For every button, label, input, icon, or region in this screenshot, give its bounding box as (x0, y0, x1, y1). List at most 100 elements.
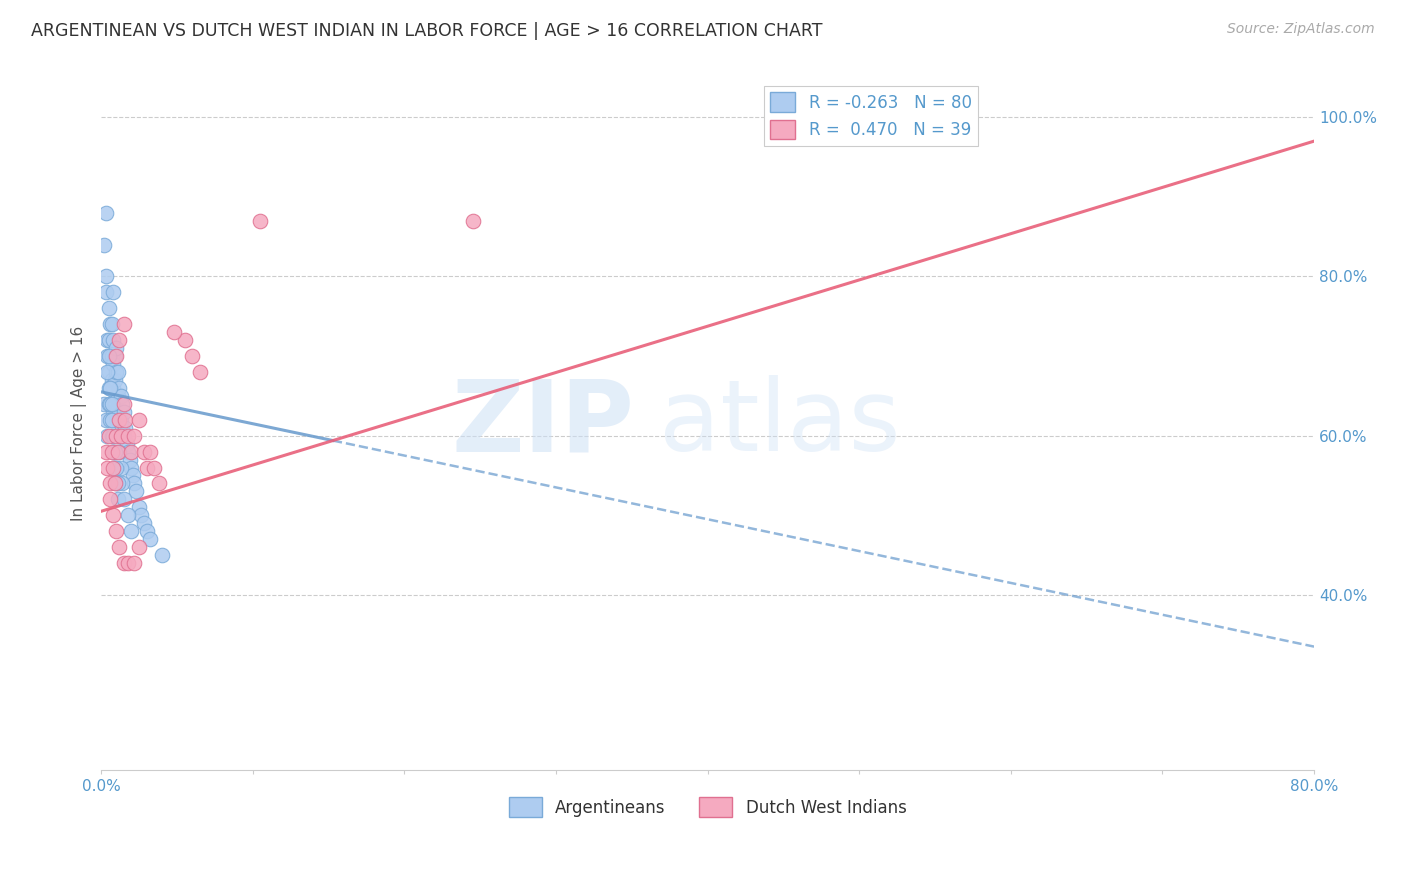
Point (105, 413, 128, 427)
Point (103, 333, 125, 347)
Point (138, 532, 160, 546)
Point (96, 428, 118, 442)
Legend: Argentineans, Dutch West Indians: Argentineans, Dutch West Indians (502, 790, 914, 824)
Point (103, 405, 125, 419)
Point (124, 556, 146, 570)
Point (103, 381, 125, 395)
Point (107, 444, 129, 458)
Point (120, 460, 142, 475)
Point (148, 476, 170, 491)
Point (105, 428, 128, 442)
Point (108, 428, 131, 442)
Point (112, 317, 135, 331)
Point (103, 357, 125, 371)
Point (120, 524, 142, 538)
Text: atlas: atlas (659, 376, 901, 472)
Point (128, 540, 150, 554)
Point (100, 317, 122, 331)
Point (110, 389, 132, 403)
Point (94, 206, 117, 220)
Point (249, 213, 271, 227)
Point (108, 413, 131, 427)
Point (112, 405, 135, 419)
Point (118, 452, 141, 467)
Point (97, 301, 120, 316)
Point (110, 428, 132, 442)
Point (110, 460, 132, 475)
Point (98, 413, 121, 427)
Point (188, 365, 211, 379)
Point (163, 325, 186, 339)
Point (104, 460, 127, 475)
Point (115, 436, 138, 450)
Point (129, 508, 152, 523)
Point (105, 460, 128, 475)
Point (104, 444, 127, 458)
Point (110, 413, 132, 427)
Point (105, 341, 128, 355)
Point (100, 428, 122, 442)
Point (108, 405, 131, 419)
Point (107, 492, 129, 507)
Point (96, 460, 118, 475)
Point (96, 365, 118, 379)
Point (105, 389, 128, 403)
Point (128, 500, 150, 515)
Point (117, 444, 139, 458)
Point (105, 349, 128, 363)
Point (117, 508, 139, 523)
Point (117, 428, 139, 442)
Point (105, 524, 128, 538)
Point (104, 349, 127, 363)
Point (98, 381, 121, 395)
Point (108, 381, 131, 395)
Point (117, 556, 139, 570)
Point (128, 413, 150, 427)
Point (98, 349, 121, 363)
Point (98, 492, 121, 507)
Point (97, 333, 120, 347)
Point (111, 476, 134, 491)
Point (103, 508, 125, 523)
Point (132, 516, 155, 531)
Point (93, 397, 115, 411)
Text: ARGENTINEAN VS DUTCH WEST INDIAN IN LABOR FORCE | AGE > 16 CORRELATION CHART: ARGENTINEAN VS DUTCH WEST INDIAN IN LABO… (31, 22, 823, 40)
Point (104, 373, 127, 387)
Point (107, 365, 129, 379)
Point (111, 420, 134, 434)
Point (112, 492, 135, 507)
Point (107, 389, 129, 403)
Point (104, 476, 127, 491)
Point (132, 444, 155, 458)
Point (97, 397, 120, 411)
Point (97, 365, 120, 379)
Point (461, 213, 484, 227)
Point (105, 476, 128, 491)
Point (108, 333, 131, 347)
Point (114, 420, 136, 434)
Point (97, 349, 120, 363)
Point (108, 444, 131, 458)
Point (181, 349, 204, 363)
Point (103, 444, 125, 458)
Point (98, 317, 121, 331)
Point (124, 428, 146, 442)
Point (103, 285, 125, 300)
Point (150, 548, 173, 562)
Point (105, 365, 128, 379)
Point (107, 476, 129, 491)
Point (100, 373, 122, 387)
Point (93, 237, 115, 252)
Point (112, 397, 135, 411)
Point (114, 413, 136, 427)
Point (135, 524, 157, 538)
Point (124, 476, 146, 491)
Point (122, 468, 145, 483)
Point (100, 444, 122, 458)
Point (98, 381, 121, 395)
Point (94, 413, 117, 427)
Point (94, 269, 117, 284)
Point (125, 484, 148, 499)
Point (100, 413, 122, 427)
Point (173, 333, 195, 347)
